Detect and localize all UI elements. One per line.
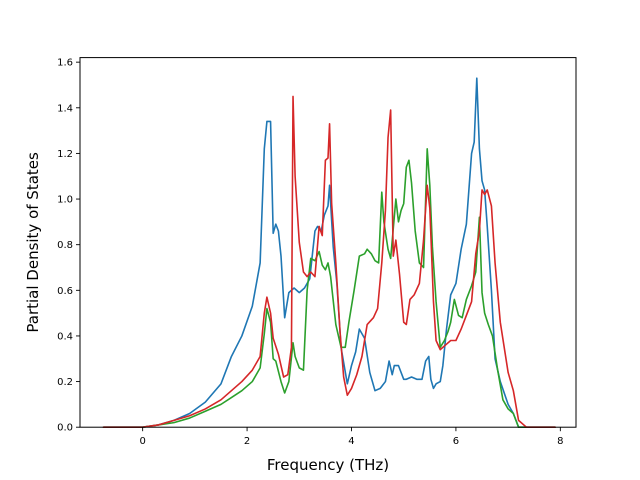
y-tick-label: 0.6 — [57, 286, 73, 297]
x-axis-ticks: 0 2 4 6 8 — [139, 427, 564, 447]
x-tick-label: 6 — [453, 436, 459, 447]
x-tick-label: 8 — [557, 436, 563, 447]
y-axis-label: Partial Density of States — [24, 152, 42, 333]
series-line-3 — [102, 95, 556, 428]
series-line-1 — [102, 77, 556, 428]
y-tick-label: 0.4 — [57, 331, 73, 342]
series-layer — [102, 77, 556, 428]
x-tick-label: 0 — [139, 436, 145, 447]
x-tick-label: 2 — [244, 436, 250, 447]
y-tick-label: 1.2 — [57, 149, 73, 160]
y-tick-label: 0.2 — [57, 377, 73, 388]
y-tick-label: 1.0 — [57, 195, 73, 206]
y-tick-label: 0.0 — [57, 423, 73, 434]
series-line-2 — [102, 148, 556, 428]
y-axis-ticks: 0.0 0.2 0.4 0.6 0.8 1.0 1.2 1.4 1.6 — [57, 58, 80, 434]
x-axis-label: Frequency (THz) — [267, 456, 389, 474]
x-tick-label: 4 — [348, 436, 354, 447]
y-tick-label: 1.6 — [57, 58, 73, 69]
y-tick-label: 0.8 — [57, 240, 73, 251]
y-tick-label: 1.4 — [57, 103, 73, 114]
plot-area-frame — [79, 57, 577, 428]
